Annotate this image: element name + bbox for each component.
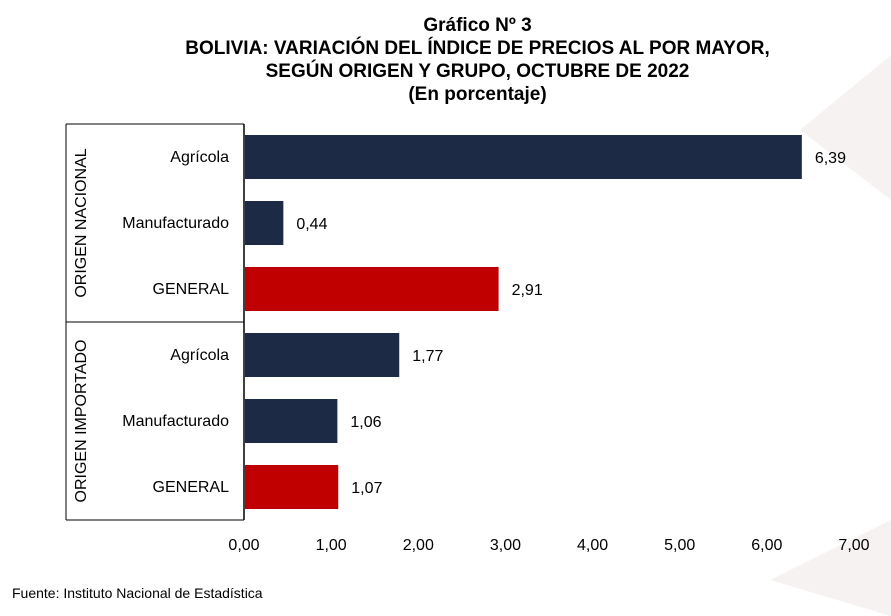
chart-title-line-4: (En porcentaje)	[408, 84, 547, 105]
category-label: GENERAL	[153, 479, 230, 496]
chart-title-block: Gráfico Nº 3 BOLIVIA: VARIACIÓN DEL ÍNDI…	[0, 14, 891, 106]
category-label: Manufacturado	[122, 215, 229, 232]
x-tick-label: 4,00	[577, 537, 608, 554]
group-label: ORIGEN IMPORTADO	[73, 340, 90, 503]
category-label: Manufacturado	[122, 413, 229, 430]
data-label: 1,06	[350, 414, 381, 431]
chart-title-line-2: BOLIVIA: VARIACIÓN DEL ÍNDICE DE PRECIOS…	[185, 38, 770, 59]
x-tick-label: 3,00	[490, 537, 521, 554]
bar	[245, 465, 339, 509]
data-label: 0,44	[296, 216, 327, 233]
bar	[245, 267, 499, 311]
x-tick-label: 5,00	[664, 537, 695, 554]
bar	[245, 333, 400, 377]
category-label: Agrícola	[170, 149, 229, 166]
x-tick-label: 0,00	[228, 537, 259, 554]
x-tick-label: 2,00	[403, 537, 434, 554]
source-note: Fuente: Instituto Nacional de Estadístic…	[12, 585, 263, 601]
bar	[245, 201, 284, 245]
x-tick-label: 1,00	[316, 537, 347, 554]
data-label: 1,77	[412, 348, 443, 365]
category-label: Agrícola	[170, 347, 229, 364]
group-label: ORIGEN NACIONAL	[73, 148, 90, 297]
data-label: 6,39	[815, 150, 846, 167]
chart-title-line-1: Gráfico Nº 3	[423, 15, 532, 36]
category-label: GENERAL	[153, 281, 230, 298]
data-label: 1,07	[351, 480, 382, 497]
chart-title-line-3: SEGÚN ORIGEN Y GRUPO, OCTUBRE DE 2022	[265, 61, 690, 82]
x-tick-label: 7,00	[838, 537, 869, 554]
x-tick-label: 6,00	[751, 537, 782, 554]
bar	[245, 399, 338, 443]
data-label: 2,91	[512, 282, 543, 299]
bar	[245, 135, 802, 179]
